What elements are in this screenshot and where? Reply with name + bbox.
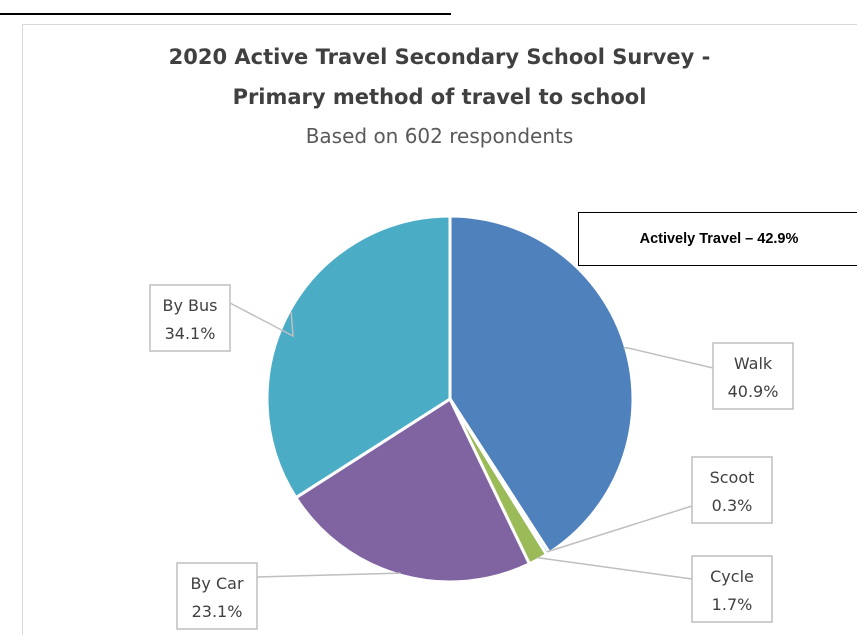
leader-line-cycle: [537, 556, 693, 580]
leader-line-by-bus: [229, 302, 294, 338]
data-label-value-scoot: 0.3%: [712, 496, 753, 515]
data-label-box-walk: [712, 342, 794, 410]
data-label-name-walk: Walk: [734, 354, 773, 373]
actively-travel-callout: Actively Travel – 42.9%: [578, 212, 857, 266]
chart-title-line-1: 2020 Active Travel Secondary School Surv…: [168, 45, 711, 69]
chart-subtitle: Based on 602 respondents: [305, 124, 574, 148]
data-label-box-by-car: [176, 562, 258, 630]
chart-title-line-2: Primary method of travel to school: [232, 85, 647, 109]
data-label-name-scoot: Scoot: [710, 468, 755, 487]
leader-line-walk: [623, 346, 714, 369]
data-label-value-walk: 40.9%: [728, 382, 779, 401]
chart-frame: [22, 24, 857, 635]
data-label-name-by-bus: By Bus: [163, 296, 218, 315]
data-label-box-cycle: [691, 555, 773, 623]
data-label-value-cycle: 1.7%: [712, 595, 753, 614]
pie-slice-by-car: [293, 396, 532, 584]
data-label-value-by-car: 23.1%: [192, 602, 243, 621]
data-label-name-by-car: By Car: [190, 574, 244, 593]
data-label-value-by-bus: 34.1%: [165, 324, 216, 343]
data-label-box-by-bus: [149, 284, 231, 352]
pie-slice-by-bus: [265, 214, 452, 500]
leader-line-by-car: [256, 572, 401, 578]
leader-line-scoot: [546, 505, 693, 553]
data-label-box-scoot: [691, 456, 773, 524]
top-rule: [0, 13, 451, 15]
data-label-name-cycle: Cycle: [710, 567, 754, 586]
